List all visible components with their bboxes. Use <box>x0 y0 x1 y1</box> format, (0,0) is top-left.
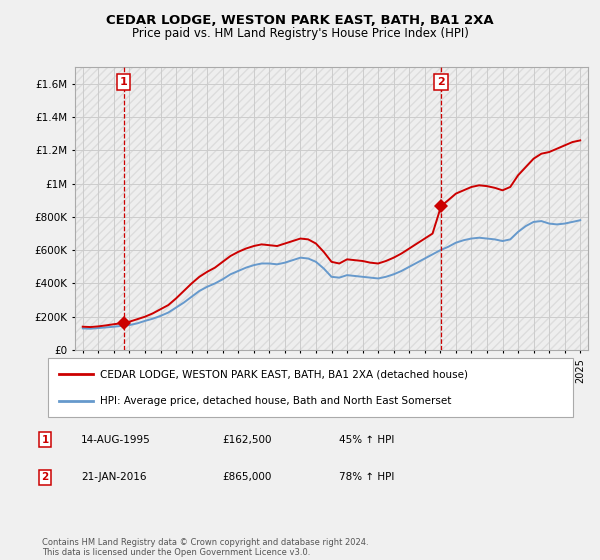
Text: Contains HM Land Registry data © Crown copyright and database right 2024.
This d: Contains HM Land Registry data © Crown c… <box>42 538 368 557</box>
Text: CEDAR LODGE, WESTON PARK EAST, BATH, BA1 2XA (detached house): CEDAR LODGE, WESTON PARK EAST, BATH, BA1… <box>101 369 469 379</box>
Text: 21-JAN-2016: 21-JAN-2016 <box>81 472 146 482</box>
Text: 1: 1 <box>119 77 127 87</box>
Text: £865,000: £865,000 <box>222 472 271 482</box>
Text: 78% ↑ HPI: 78% ↑ HPI <box>339 472 394 482</box>
Text: £162,500: £162,500 <box>222 435 271 445</box>
Text: 45% ↑ HPI: 45% ↑ HPI <box>339 435 394 445</box>
Text: Price paid vs. HM Land Registry's House Price Index (HPI): Price paid vs. HM Land Registry's House … <box>131 27 469 40</box>
Text: 1: 1 <box>41 435 49 445</box>
Text: 2: 2 <box>437 77 445 87</box>
Text: 14-AUG-1995: 14-AUG-1995 <box>81 435 151 445</box>
Text: HPI: Average price, detached house, Bath and North East Somerset: HPI: Average price, detached house, Bath… <box>101 396 452 407</box>
Text: CEDAR LODGE, WESTON PARK EAST, BATH, BA1 2XA: CEDAR LODGE, WESTON PARK EAST, BATH, BA1… <box>106 14 494 27</box>
Text: 2: 2 <box>41 472 49 482</box>
